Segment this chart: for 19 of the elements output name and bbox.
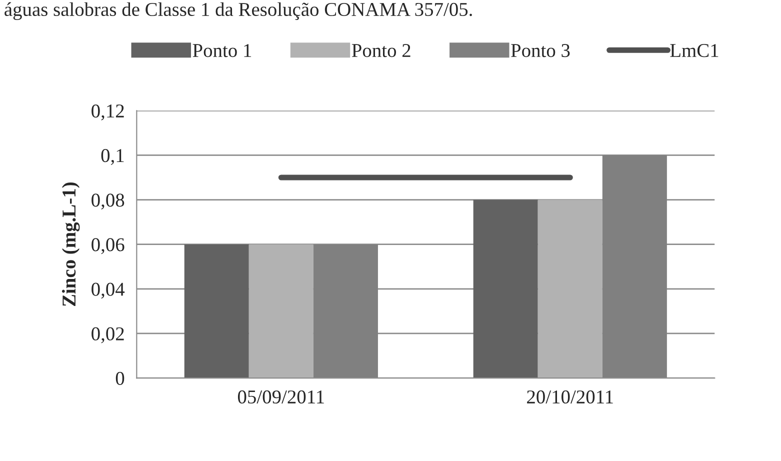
- legend-label: Ponto 3: [511, 44, 570, 58]
- x-tick-label: 05/09/2011: [238, 390, 324, 404]
- y-tick-label: 0,12: [92, 104, 124, 120]
- legend-label: LmC1: [670, 44, 718, 58]
- legend-label: Ponto 1: [192, 44, 252, 58]
- y-tick-label: 0,08: [92, 194, 124, 210]
- text: águas salobras de Classe 1 da Resolução CONAMA 357/05.: [4, 2, 472, 20]
- x-tick-label: 20/10/2011: [527, 390, 613, 404]
- bar: [538, 200, 602, 378]
- y-tick-label: 0,1: [101, 149, 124, 165]
- legend-label: Ponto 2: [352, 44, 410, 58]
- y-tick-label: 0: [116, 372, 124, 385]
- bar: [184, 244, 249, 378]
- y-tick-label: 0,02: [92, 327, 124, 344]
- bar: [248, 244, 314, 378]
- bar: [473, 200, 538, 378]
- y-tick-label: 0,06: [92, 238, 124, 254]
- y-axis-title: Zinco (mg.L-1): [62, 182, 80, 306]
- y-tick-label: 0,04: [92, 282, 125, 299]
